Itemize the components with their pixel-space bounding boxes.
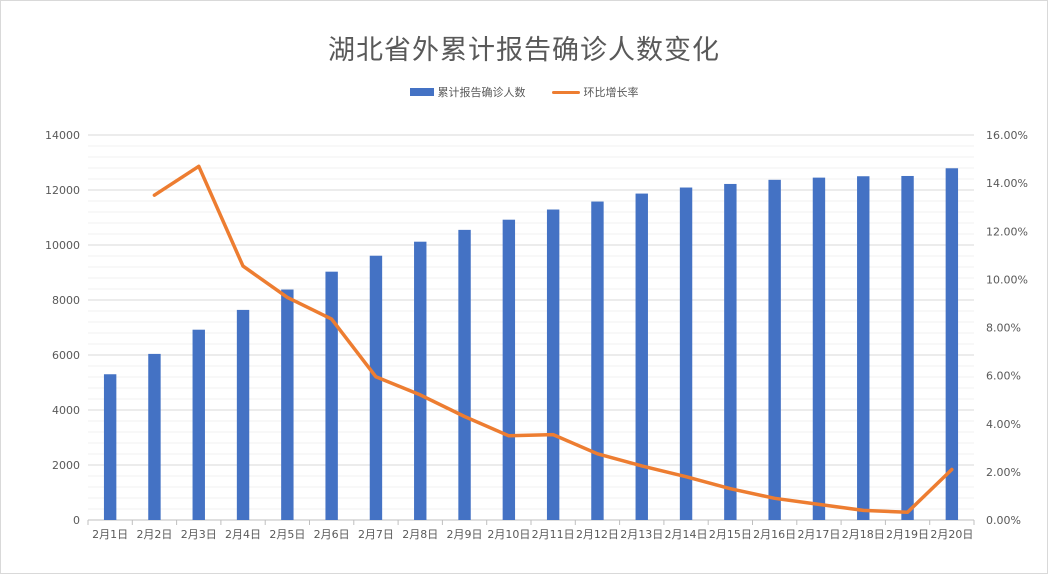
legend-item-line: 环比增长率 [551, 84, 639, 100]
legend-item-bar: 累计报告确诊人数 [409, 84, 526, 100]
y-right-tick-label: 2.00% [986, 466, 1021, 479]
bar [901, 175, 914, 520]
x-tick-label: 2月8日 [402, 528, 438, 541]
line-point [330, 317, 334, 321]
legend-bar-swatch [409, 88, 434, 96]
line-point [861, 508, 865, 512]
x-tick-label: 2月5日 [269, 528, 305, 541]
y-left-tick-label: 14000 [45, 129, 80, 142]
y-right-tick-label: 8.00% [986, 322, 1021, 335]
bar [679, 187, 693, 520]
y-right-tick-label: 10.00% [986, 273, 1028, 286]
line-point [551, 433, 555, 437]
line-point [817, 502, 821, 506]
x-tick-label: 2月11日 [532, 528, 575, 541]
line-point [463, 415, 467, 419]
line-point [285, 295, 289, 299]
x-tick-label: 2月3日 [181, 528, 217, 541]
y-right-tick-label: 0.00% [986, 514, 1021, 527]
bar [945, 168, 959, 520]
x-tick-label: 2月7日 [358, 528, 394, 541]
y-left-tick-label: 12000 [45, 184, 80, 197]
axes: 0 2000 4000 6000 8000 10000 12000 14000 0.00% 2.0… [45, 129, 1028, 541]
line-point [906, 510, 910, 514]
line-point [374, 375, 378, 379]
x-tick-label: 2月10日 [487, 528, 530, 541]
line-point [507, 434, 511, 438]
y-right-tick-label: 16.00% [986, 129, 1028, 142]
y-right-tick-label: 6.00% [986, 370, 1021, 383]
bar [857, 176, 870, 520]
line-point [418, 393, 422, 397]
x-tick-label: 2月16日 [753, 528, 796, 541]
line-series [152, 164, 954, 515]
bar [192, 329, 205, 520]
bar [236, 309, 250, 520]
bar [369, 255, 383, 520]
y-left-tick-label: 8000 [52, 294, 80, 307]
x-tick-label: 2月4日 [225, 528, 261, 541]
bar [502, 219, 516, 520]
chart-legend: 累计报告确诊人数 环比增长率 [0, 84, 1048, 100]
line-point [728, 487, 732, 491]
line-point [152, 193, 156, 197]
y-right-tick-label: 12.00% [986, 225, 1028, 238]
x-tick-label: 2月13日 [620, 528, 663, 541]
bar [458, 229, 471, 520]
gridlines [88, 134, 974, 521]
bar [281, 289, 294, 520]
legend-line-label: 环比增长率 [583, 86, 639, 99]
line-point [773, 496, 777, 500]
line-point [640, 464, 644, 468]
bar [414, 241, 427, 520]
y-right-tick-label: 14.00% [986, 177, 1028, 190]
legend-line-swatch [551, 90, 580, 94]
bar [768, 179, 781, 520]
bar [724, 183, 737, 520]
x-tick-label: 2月6日 [314, 528, 350, 541]
bar [103, 374, 117, 520]
line-point [595, 452, 599, 456]
y-left-tick-label: 0 [73, 514, 80, 527]
x-tick-label: 2月17日 [797, 528, 840, 541]
line-point [684, 475, 688, 479]
y-left-tick-label: 6000 [52, 349, 80, 362]
y-right-tick-label: 4.00% [986, 418, 1021, 431]
x-tick-label: 2月19日 [886, 528, 929, 541]
x-tick-label: 2月14日 [665, 528, 708, 541]
line-point [950, 467, 954, 471]
bar [148, 353, 161, 520]
x-tick-label: 2月1日 [92, 528, 128, 541]
bar [546, 209, 560, 520]
legend-bar-label: 累计报告确诊人数 [437, 86, 526, 99]
line-point [241, 264, 245, 268]
bar [325, 271, 338, 520]
x-tick-label: 2月9日 [447, 528, 483, 541]
bar [591, 201, 604, 521]
bar [812, 177, 826, 520]
line-point [197, 164, 201, 168]
y-left-tick-label: 10000 [45, 239, 80, 252]
bar [635, 193, 648, 520]
x-tick-label: 2月12日 [576, 528, 619, 541]
y-left-tick-label: 2000 [52, 459, 80, 472]
x-tick-label: 2月2日 [136, 528, 172, 541]
x-tick-label: 2月18日 [842, 528, 885, 541]
x-tick-label: 2月20日 [930, 528, 973, 541]
x-tick-label: 2月15日 [709, 528, 752, 541]
y-left-tick-label: 4000 [52, 404, 80, 417]
chart-title: 湖北省外累计报告确诊人数变化 [328, 35, 720, 66]
bar-series [103, 168, 959, 521]
